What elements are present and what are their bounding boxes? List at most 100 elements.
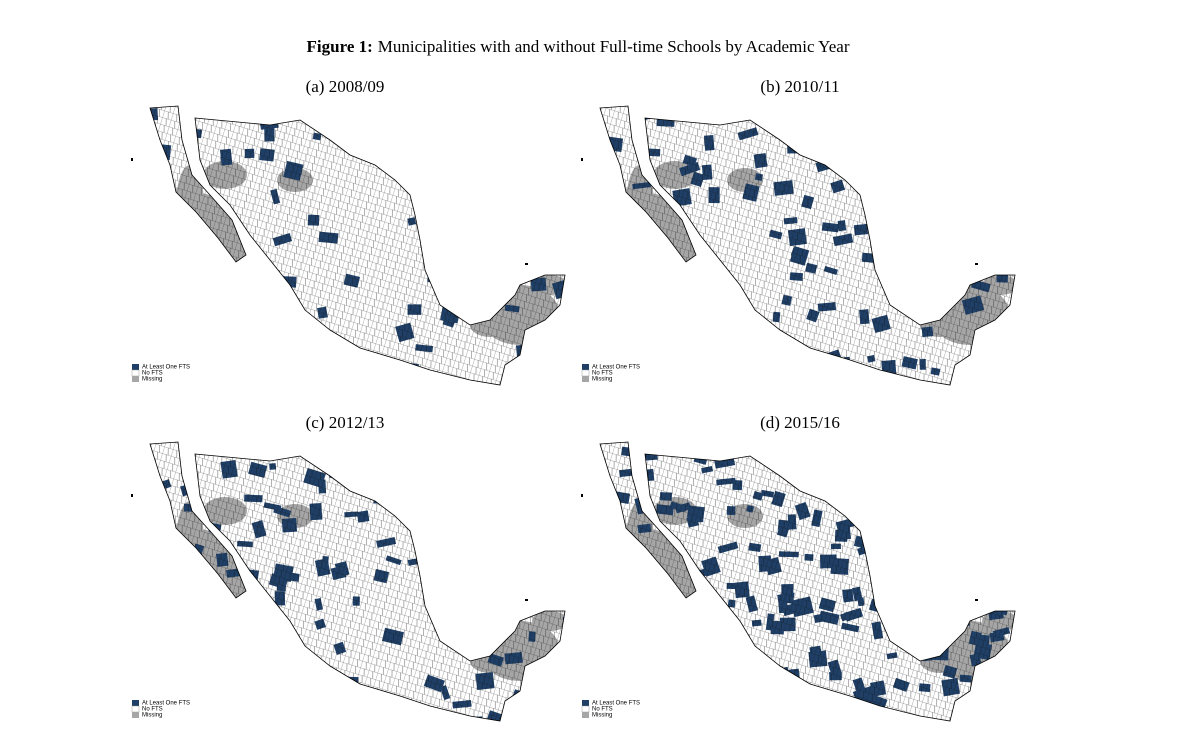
fts-area xyxy=(986,544,997,552)
legend-swatch xyxy=(582,700,589,706)
fts-area xyxy=(724,657,738,669)
fts-area xyxy=(638,572,646,582)
fts-area xyxy=(602,342,619,352)
fts-area xyxy=(484,457,504,476)
fts-area xyxy=(487,218,503,234)
fts-area xyxy=(668,668,685,687)
fts-area xyxy=(423,545,435,557)
municipal-borders xyxy=(150,106,565,385)
fts-area xyxy=(445,462,469,483)
fts-area xyxy=(1018,625,1034,636)
fts-area xyxy=(283,315,298,325)
fts-area xyxy=(904,482,927,500)
fts-area xyxy=(472,225,496,244)
fts-area xyxy=(691,287,713,299)
fts-area xyxy=(729,697,753,717)
fts-area xyxy=(385,443,406,458)
legend-swatch xyxy=(132,364,139,370)
fts-area xyxy=(986,249,998,264)
fts-area xyxy=(556,714,565,721)
fts-area xyxy=(545,227,556,236)
fts-area xyxy=(193,250,213,260)
figure-title: Figure 1: Municipalities with and without… xyxy=(307,37,850,56)
panel-label: (d) 2015/16 xyxy=(760,413,840,432)
panel-label: (b) 2010/11 xyxy=(760,77,839,96)
fts-area xyxy=(680,615,692,632)
fts-area xyxy=(725,649,737,666)
fts-area xyxy=(904,567,925,582)
fts-area xyxy=(827,487,836,499)
fts-area xyxy=(887,215,903,230)
fts-area xyxy=(999,251,1015,260)
fts-area xyxy=(265,690,280,702)
fts-area xyxy=(891,558,910,566)
municipal-borders xyxy=(150,442,565,721)
fts-area xyxy=(684,698,699,708)
fts-area xyxy=(629,716,640,721)
fts-area xyxy=(209,340,218,356)
fts-area xyxy=(663,327,686,345)
legend-label: Missing xyxy=(142,713,162,719)
fts-area xyxy=(368,701,382,718)
island xyxy=(131,158,133,161)
fts-area xyxy=(988,532,999,541)
fts-area xyxy=(885,260,897,273)
fts-area xyxy=(915,541,925,551)
fts-area xyxy=(762,454,780,467)
fts-area xyxy=(674,695,683,706)
fts-area xyxy=(824,716,838,721)
fts-area xyxy=(818,145,840,161)
fts-area xyxy=(455,141,470,159)
fts-area xyxy=(1003,313,1015,321)
fts-area xyxy=(353,697,370,713)
fts-area xyxy=(720,361,736,378)
fts-area xyxy=(898,607,914,617)
map xyxy=(131,441,566,722)
fts-area xyxy=(230,645,246,652)
fts-area xyxy=(659,662,679,676)
fts-area xyxy=(950,457,967,474)
fts-area xyxy=(731,375,741,385)
fts-area xyxy=(978,695,993,715)
fts-area xyxy=(625,561,636,568)
fts-area xyxy=(325,354,344,366)
fts-area xyxy=(509,161,518,174)
panel-label: (a) 2008/09 xyxy=(306,77,385,96)
fts-area xyxy=(876,712,899,721)
map xyxy=(131,105,566,386)
island xyxy=(581,158,583,161)
fts-area xyxy=(404,449,420,465)
fts-area xyxy=(485,504,503,519)
fts-area xyxy=(613,257,620,264)
fts-area xyxy=(860,470,876,484)
fts-area xyxy=(887,554,900,571)
fts-area xyxy=(976,504,998,522)
fts-area xyxy=(889,615,907,627)
legend-swatch xyxy=(581,369,590,377)
fts-area xyxy=(261,278,278,292)
legend-label: At Least One FTS xyxy=(592,701,640,707)
fts-area xyxy=(530,502,547,517)
fts-area xyxy=(985,455,995,472)
fts-area xyxy=(712,651,726,664)
fts-area xyxy=(993,359,1007,371)
legend-label: Missing xyxy=(592,713,612,719)
fts-area xyxy=(987,684,998,696)
fts-area xyxy=(688,311,696,319)
fts-area xyxy=(466,457,477,467)
fts-area xyxy=(209,670,225,690)
fts-area xyxy=(435,173,454,183)
fts-area xyxy=(1007,219,1015,234)
legend-swatch xyxy=(131,369,140,377)
fts-area xyxy=(286,684,306,701)
fts-area xyxy=(682,685,697,702)
country-outline xyxy=(149,105,566,386)
island xyxy=(525,599,528,601)
fts-area xyxy=(889,143,904,161)
fts-area xyxy=(888,526,907,533)
fts-area xyxy=(544,530,565,547)
legend-label: Missing xyxy=(592,377,612,383)
municipalities xyxy=(600,106,1015,385)
fts-area xyxy=(469,446,479,455)
fts-area xyxy=(876,598,891,606)
